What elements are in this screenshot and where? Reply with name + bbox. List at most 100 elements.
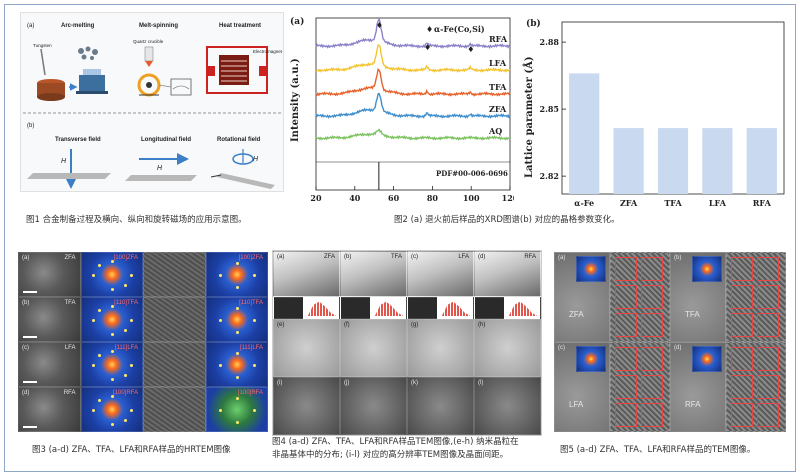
tem-sample-name: ZFA bbox=[323, 254, 335, 260]
fig5-sample-name: LFA bbox=[569, 400, 584, 409]
tem-label: (k) bbox=[411, 380, 418, 386]
fft-spot bbox=[130, 273, 133, 277]
lattice-ytick-label: 2.85 bbox=[540, 104, 559, 114]
hrtem-fft-zfa: [100]ZFA bbox=[80, 252, 143, 297]
xrd-line-zfa bbox=[315, 92, 511, 119]
tem-sample-name: TFA bbox=[390, 254, 402, 260]
fft-spot bbox=[236, 261, 239, 265]
fig1-label-b: (b) bbox=[27, 123, 34, 129]
xrd-xtick-label: 80 bbox=[427, 193, 439, 203]
hrtem-fft-tfa: [110]TFA bbox=[80, 297, 143, 342]
fig5-lattice-zfa bbox=[609, 252, 670, 342]
tem-overview-tfa: (b) TFA bbox=[340, 251, 407, 297]
tem-label: (f) bbox=[344, 322, 350, 328]
xrd-xtick-label: 100 bbox=[463, 193, 480, 203]
fig5-fft-tfa bbox=[692, 256, 722, 282]
hrtem-fft-detail-lfa: [111]LFA bbox=[205, 342, 268, 387]
fft-spot bbox=[124, 373, 127, 377]
xrd-line-tfa bbox=[315, 68, 511, 97]
fig5-region-box bbox=[614, 285, 637, 309]
figure-3-caption: 图3 (a-d) ZFA、TFA、LFA和RFA样品的HRTEM图像 bbox=[32, 445, 231, 455]
fft-spot bbox=[98, 353, 101, 357]
tem-label: (c) bbox=[411, 254, 418, 260]
hrtem-zone-axis: [100]ZFA bbox=[113, 255, 138, 261]
size-histogram bbox=[307, 301, 337, 316]
rotational-field-label: Rotational field bbox=[217, 137, 261, 143]
hrtem-fft-rfa: [100]RFA bbox=[80, 387, 143, 432]
hrtem-lattice-zfa bbox=[143, 252, 206, 297]
figure-1-svg: (a) Arc-melting Melt-spinning Heat treat… bbox=[23, 23, 283, 189]
fig5-region-box bbox=[614, 403, 637, 427]
tem-saed-histogram bbox=[407, 297, 474, 319]
fft-spot bbox=[236, 306, 239, 310]
tem-label: (d) bbox=[478, 254, 486, 260]
fig5-fft-lfa bbox=[576, 346, 606, 372]
lattice-chart: (b) Lattice parameter (Å) α-Fe ZFA TFA LFA R… bbox=[523, 18, 785, 208]
fft-spot bbox=[111, 349, 114, 353]
hrtem-fft-lfa: [111]LFA bbox=[80, 342, 143, 387]
tem-label: (a) bbox=[277, 254, 285, 260]
rotational-field-illustration: H bbox=[210, 149, 275, 189]
fft-spot bbox=[219, 318, 222, 322]
hrtem-zone-axis: [100]RFA bbox=[237, 390, 263, 396]
hrtem-sample-name: TFA bbox=[64, 300, 76, 306]
fig5-region-box bbox=[640, 403, 663, 427]
tem-distribution: (h) bbox=[474, 319, 541, 377]
lattice-bar-zfa bbox=[613, 128, 644, 194]
xrd-series-label-rfa: RFA bbox=[489, 34, 508, 44]
hrtem-sample-name: RFA bbox=[63, 390, 76, 396]
fft-spot bbox=[124, 283, 127, 287]
fft-spot bbox=[219, 363, 222, 367]
fft-spot bbox=[130, 363, 133, 367]
hrtem-zone-axis: [110]TFA bbox=[239, 300, 263, 306]
fig5-fft-zfa bbox=[576, 256, 606, 282]
hrtem-zone-axis: [100]ZFA bbox=[238, 255, 263, 261]
hrtem-zone-axis: [110]TFA bbox=[114, 300, 138, 306]
fig5-sample-name: TFA bbox=[685, 310, 700, 319]
lattice-ylabel: Lattice parameter (Å) bbox=[523, 56, 535, 178]
fft-spot bbox=[98, 398, 101, 402]
transverse-field-label: Transverse field bbox=[55, 137, 101, 143]
lattice-panel-label: (b) bbox=[526, 18, 541, 29]
fft-spot bbox=[130, 408, 133, 412]
tem-label: (i) bbox=[277, 380, 283, 386]
fig5-label: (a) bbox=[558, 255, 566, 261]
fft-spot bbox=[253, 273, 256, 277]
xrd-series-group: RFA LFA TFA ZFA AQ bbox=[315, 17, 511, 190]
lattice-xtick-label: α-Fe bbox=[574, 198, 594, 208]
fig5-region-box bbox=[640, 257, 663, 281]
heat-treatment-illustration: Electromagnet bbox=[206, 46, 283, 94]
hrtem-fft-detail-rfa: [100]RFA bbox=[205, 387, 268, 432]
fft-spot bbox=[253, 363, 256, 367]
fft-spot bbox=[98, 263, 101, 267]
fft-spot bbox=[92, 273, 95, 277]
hrtem-overview-zfa: (a) ZFA bbox=[18, 252, 81, 297]
fig5-region-box bbox=[614, 347, 637, 371]
tem-label: (j) bbox=[344, 380, 350, 386]
fig5-region-box bbox=[730, 403, 753, 427]
fft-spot bbox=[111, 422, 114, 426]
scale-bar bbox=[23, 381, 37, 383]
fig5-region-box bbox=[756, 375, 779, 399]
fig5-region-box bbox=[730, 313, 753, 337]
xrd-legend-marker: ♦ bbox=[426, 24, 433, 34]
fig1-melt-label: Melt-spinning bbox=[139, 23, 178, 29]
lattice-ytick-label: 2.82 bbox=[540, 171, 559, 181]
figure-4-tem: (a) ZFA (e) (i) (b) TFA (f) (j) (c) LFA (g) (k) (d) R… bbox=[272, 250, 542, 436]
fig5-region-box bbox=[640, 375, 663, 399]
scale-bar bbox=[23, 336, 37, 338]
fft-spot bbox=[236, 375, 239, 379]
lattice-xtick-label: ZFA bbox=[620, 198, 638, 208]
fft-spot bbox=[111, 259, 114, 263]
lattice-xtick-label: RFA bbox=[753, 198, 772, 208]
fig5-lattice-rfa bbox=[725, 342, 786, 432]
fig5-region-box bbox=[614, 257, 637, 281]
fig5-region-box bbox=[756, 347, 779, 371]
lattice-bars-group: α-Fe ZFA TFA LFA RFA bbox=[569, 73, 777, 208]
xrd-ylabel: Intensity (a.u.) bbox=[290, 58, 301, 142]
fft-spot bbox=[124, 418, 127, 422]
h-label-transverse: H bbox=[61, 158, 67, 165]
size-histogram bbox=[508, 301, 538, 316]
size-histogram bbox=[374, 301, 404, 316]
fft-spot bbox=[130, 318, 133, 322]
